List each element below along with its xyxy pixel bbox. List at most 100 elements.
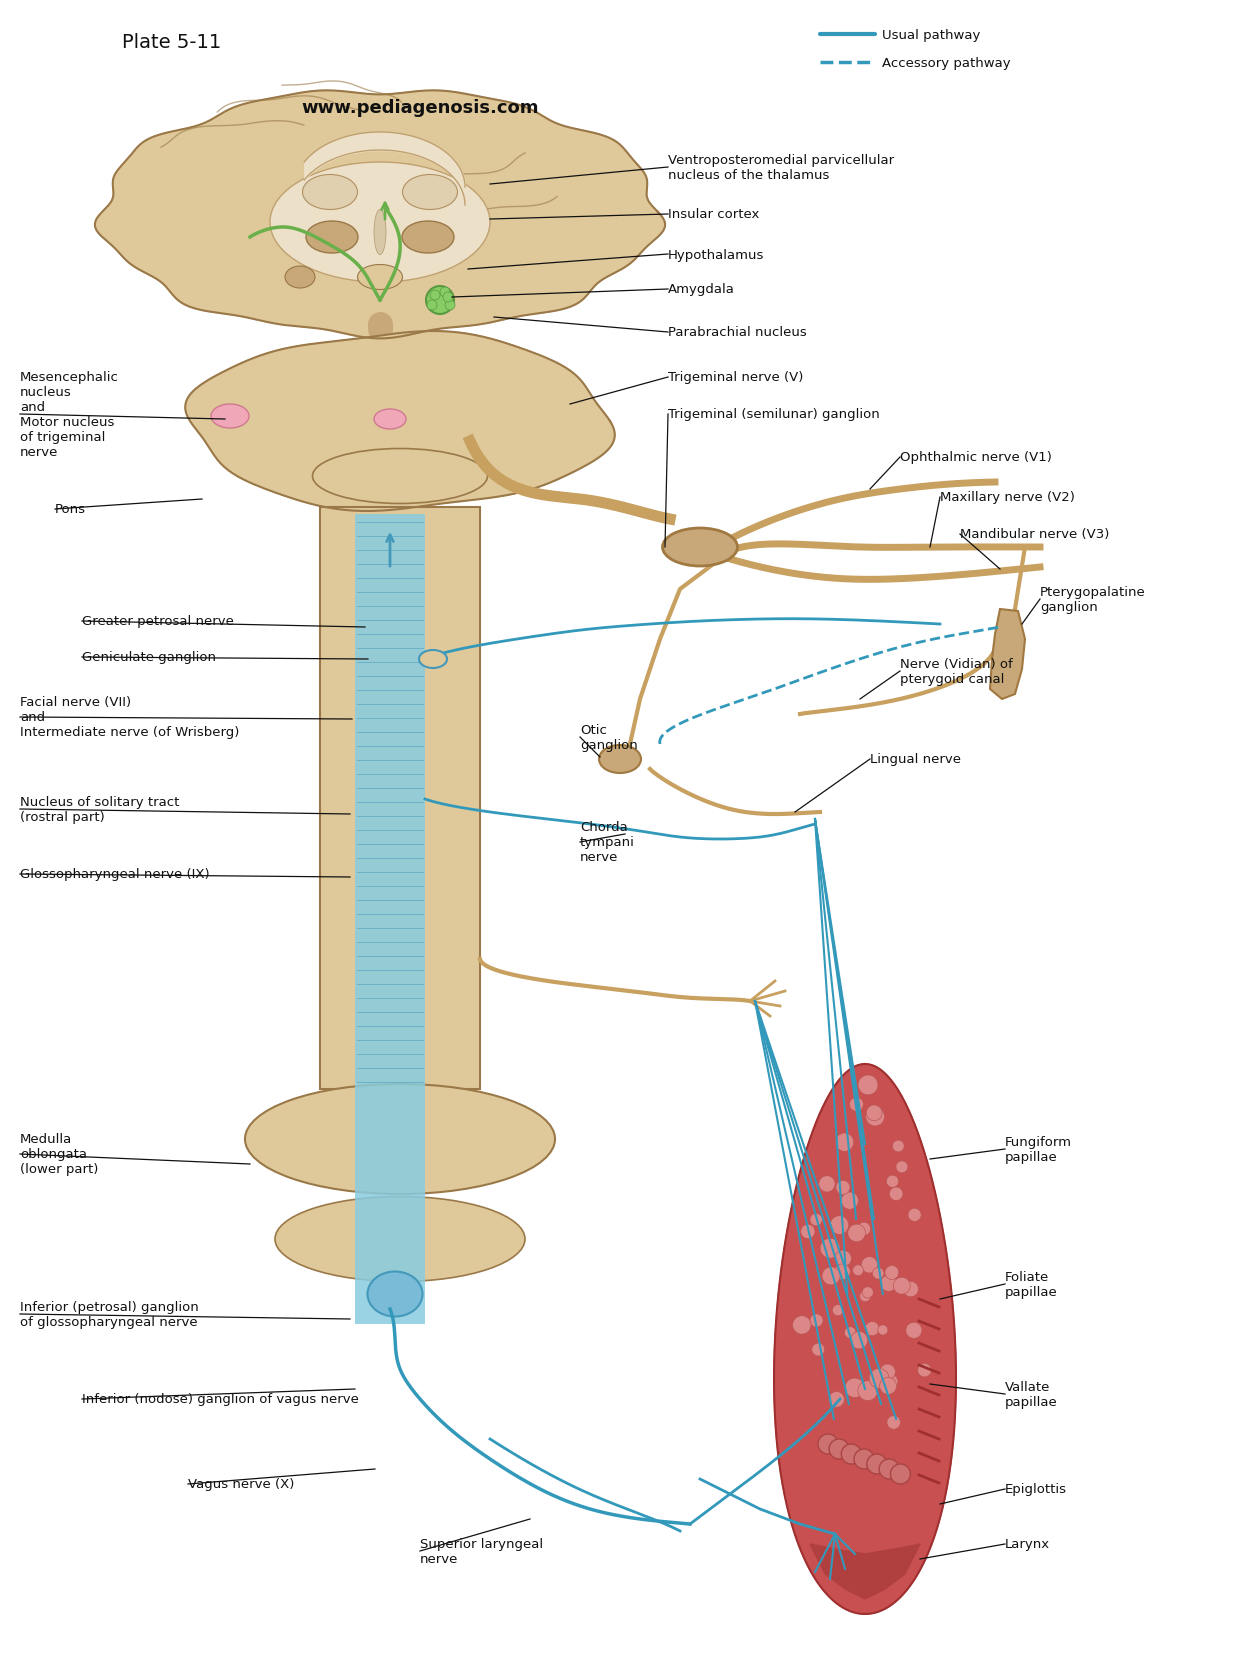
Circle shape: [822, 1266, 840, 1285]
Circle shape: [850, 1098, 863, 1112]
Circle shape: [440, 288, 450, 298]
Text: Facial nerve (VII)
and
Intermediate nerve (of Wrisberg): Facial nerve (VII) and Intermediate nerv…: [20, 696, 239, 739]
Circle shape: [867, 1454, 887, 1474]
Circle shape: [885, 1266, 899, 1280]
Ellipse shape: [306, 221, 358, 255]
Circle shape: [873, 1268, 884, 1280]
Ellipse shape: [211, 404, 249, 429]
Text: Mesencephalic
nucleus
and
Motor nucleus
of trigeminal
nerve: Mesencephalic nucleus and Motor nucleus …: [20, 371, 118, 459]
Text: www.pediagenosis.com: www.pediagenosis.com: [301, 98, 539, 116]
Text: Trigeminal (semilunar) ganglion: Trigeminal (semilunar) ganglion: [668, 408, 880, 421]
Text: Lingual nerve: Lingual nerve: [870, 754, 961, 765]
Ellipse shape: [302, 175, 358, 210]
Ellipse shape: [374, 409, 406, 429]
Circle shape: [841, 1193, 858, 1210]
Text: Pterygopalatine
ganglion: Pterygopalatine ganglion: [1039, 586, 1145, 614]
Circle shape: [836, 1133, 853, 1151]
Circle shape: [879, 1459, 899, 1479]
Circle shape: [835, 1250, 852, 1266]
Circle shape: [811, 1343, 825, 1356]
Circle shape: [425, 286, 454, 314]
Circle shape: [430, 291, 440, 301]
Text: Medulla
oblongata
(lower part): Medulla oblongata (lower part): [20, 1133, 99, 1176]
Polygon shape: [355, 514, 425, 1090]
Circle shape: [851, 1331, 868, 1350]
Polygon shape: [321, 508, 480, 1090]
Polygon shape: [95, 92, 665, 339]
Circle shape: [884, 1364, 895, 1376]
Polygon shape: [355, 1090, 425, 1325]
Circle shape: [854, 1449, 874, 1469]
Circle shape: [896, 1161, 907, 1173]
Text: Superior laryngeal
nerve: Superior laryngeal nerve: [420, 1538, 543, 1566]
Text: Ventroposteromedial parvicellular
nucleus of the thalamus: Ventroposteromedial parvicellular nucleu…: [668, 153, 894, 181]
Text: Otic
ganglion: Otic ganglion: [580, 724, 637, 752]
Ellipse shape: [275, 1196, 525, 1281]
Circle shape: [858, 1223, 870, 1236]
Circle shape: [830, 1216, 848, 1235]
Circle shape: [869, 1369, 889, 1388]
Text: Hypothalamus: Hypothalamus: [668, 248, 764, 261]
Ellipse shape: [367, 1271, 423, 1316]
Circle shape: [889, 1188, 903, 1201]
Circle shape: [817, 1434, 838, 1454]
Circle shape: [841, 1444, 862, 1464]
Text: Glossopharyngeal nerve (IX): Glossopharyngeal nerve (IX): [20, 869, 210, 880]
Text: Inferior (petrosal) ganglion
of glossopharyngeal nerve: Inferior (petrosal) ganglion of glossoph…: [20, 1300, 199, 1328]
Circle shape: [878, 1325, 888, 1335]
Circle shape: [810, 1315, 822, 1328]
Polygon shape: [990, 609, 1025, 699]
Text: Vagus nerve (X): Vagus nerve (X): [187, 1478, 295, 1491]
Circle shape: [866, 1321, 879, 1336]
Text: Foliate
papillae: Foliate papillae: [1005, 1270, 1058, 1298]
Circle shape: [887, 1175, 899, 1188]
Text: Nerve (Vidian) of
pterygoid canal: Nerve (Vidian) of pterygoid canal: [900, 657, 1012, 686]
Ellipse shape: [270, 163, 490, 283]
Circle shape: [427, 301, 436, 311]
Circle shape: [917, 1363, 931, 1378]
Circle shape: [906, 1323, 922, 1338]
Circle shape: [836, 1180, 850, 1195]
Circle shape: [858, 1075, 878, 1095]
Circle shape: [883, 1374, 898, 1389]
Circle shape: [866, 1108, 884, 1127]
Text: Accessory pathway: Accessory pathway: [882, 57, 1011, 70]
Text: Trigeminal nerve (V): Trigeminal nerve (V): [668, 371, 804, 384]
Text: Maxillary nerve (V2): Maxillary nerve (V2): [940, 491, 1075, 504]
Circle shape: [829, 1391, 845, 1408]
Circle shape: [820, 1238, 840, 1258]
Circle shape: [893, 1278, 910, 1295]
Ellipse shape: [285, 266, 314, 290]
Circle shape: [800, 1225, 815, 1240]
Circle shape: [829, 1439, 850, 1459]
Circle shape: [890, 1464, 910, 1484]
Circle shape: [859, 1291, 870, 1301]
Circle shape: [887, 1416, 900, 1429]
Circle shape: [832, 1305, 843, 1316]
Text: Pons: Pons: [55, 503, 86, 516]
Circle shape: [880, 1364, 895, 1379]
Circle shape: [848, 1225, 866, 1241]
Text: Epiglottis: Epiglottis: [1005, 1483, 1067, 1496]
Ellipse shape: [402, 221, 454, 255]
Polygon shape: [185, 331, 615, 513]
Circle shape: [903, 1281, 919, 1296]
Circle shape: [845, 1326, 856, 1338]
Circle shape: [443, 293, 453, 303]
Text: Parabrachial nucleus: Parabrachial nucleus: [668, 326, 806, 339]
Ellipse shape: [358, 265, 402, 290]
Text: Larynx: Larynx: [1005, 1538, 1051, 1551]
Circle shape: [879, 1378, 896, 1394]
Text: Usual pathway: Usual pathway: [882, 28, 980, 42]
Ellipse shape: [245, 1085, 555, 1195]
Circle shape: [907, 1208, 921, 1221]
Circle shape: [810, 1213, 822, 1226]
Circle shape: [445, 301, 455, 311]
Text: Inferior (nodose) ganglion of vagus nerve: Inferior (nodose) ganglion of vagus nerv…: [83, 1393, 359, 1406]
Text: Insular cortex: Insular cortex: [668, 208, 760, 221]
Circle shape: [862, 1286, 873, 1298]
Text: Greater petrosal nerve: Greater petrosal nerve: [83, 616, 234, 627]
Circle shape: [880, 1275, 896, 1291]
Text: Fungiform
papillae: Fungiform papillae: [1005, 1135, 1071, 1163]
Text: Ophthalmic nerve (V1): Ophthalmic nerve (V1): [900, 451, 1052, 464]
